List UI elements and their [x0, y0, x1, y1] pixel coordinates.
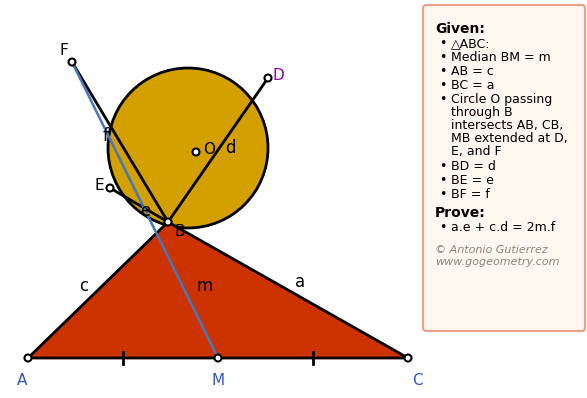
Circle shape	[265, 74, 272, 82]
Text: C: C	[412, 373, 423, 388]
Text: •: •	[439, 188, 446, 201]
Text: a.e + c.d = 2m.f: a.e + c.d = 2m.f	[451, 221, 555, 234]
Text: BE = e: BE = e	[451, 174, 494, 187]
Text: © Antonio Gutierrez: © Antonio Gutierrez	[435, 245, 548, 255]
Text: BF = f: BF = f	[451, 188, 490, 201]
Text: •: •	[439, 65, 446, 78]
Text: •: •	[439, 221, 446, 234]
Text: F: F	[59, 43, 68, 58]
Text: B: B	[174, 224, 184, 239]
Circle shape	[193, 148, 200, 156]
Circle shape	[214, 355, 221, 361]
Text: d: d	[225, 139, 235, 157]
Text: through B: through B	[451, 106, 512, 119]
Text: MB extended at D,: MB extended at D,	[451, 132, 568, 145]
Text: E, and F: E, and F	[451, 145, 502, 158]
Text: •: •	[439, 93, 446, 106]
Text: Given:: Given:	[435, 22, 485, 36]
Text: BC = a: BC = a	[451, 79, 494, 92]
Circle shape	[404, 355, 411, 361]
Circle shape	[164, 219, 171, 226]
Text: O: O	[203, 142, 215, 156]
Text: E: E	[95, 178, 104, 193]
Text: AB = c: AB = c	[451, 65, 494, 78]
Text: Prove:: Prove:	[435, 206, 486, 220]
Text: •: •	[439, 174, 446, 187]
Text: m: m	[197, 277, 213, 295]
FancyBboxPatch shape	[423, 5, 585, 331]
Text: a: a	[295, 273, 305, 291]
Circle shape	[25, 355, 32, 361]
Text: A: A	[17, 373, 27, 388]
Text: intersects AB, CB,: intersects AB, CB,	[451, 119, 564, 132]
Text: c: c	[79, 277, 89, 295]
Text: Circle O passing: Circle O passing	[451, 93, 552, 106]
Text: f: f	[103, 127, 109, 145]
Circle shape	[108, 68, 268, 228]
Text: D: D	[273, 68, 285, 84]
Polygon shape	[28, 222, 408, 358]
Text: www.gogeometry.com: www.gogeometry.com	[435, 257, 559, 267]
Text: Median BM = m: Median BM = m	[451, 51, 551, 64]
Circle shape	[69, 59, 76, 66]
Text: △ABC:: △ABC:	[451, 37, 491, 50]
Circle shape	[106, 185, 113, 191]
Text: •: •	[439, 160, 446, 173]
Text: M: M	[211, 373, 225, 388]
Text: e: e	[140, 202, 150, 220]
Text: •: •	[439, 79, 446, 92]
Text: •: •	[439, 37, 446, 50]
Text: BD = d: BD = d	[451, 160, 496, 173]
Text: •: •	[439, 51, 446, 64]
